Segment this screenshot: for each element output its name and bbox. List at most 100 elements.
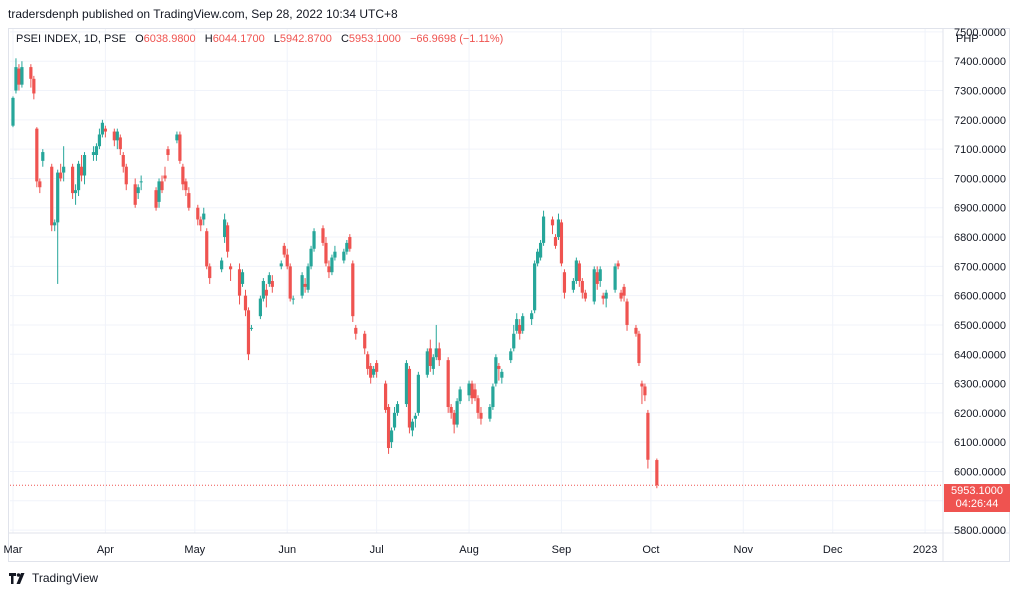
candle[interactable] <box>38 178 42 194</box>
candle[interactable] <box>616 260 620 270</box>
candle[interactable] <box>53 219 57 232</box>
candle[interactable] <box>595 266 599 290</box>
candle[interactable] <box>226 222 230 258</box>
candle[interactable] <box>29 64 33 88</box>
candle[interactable] <box>383 380 388 413</box>
candle[interactable] <box>330 254 334 276</box>
candle[interactable] <box>50 163 54 232</box>
candle[interactable] <box>327 260 331 279</box>
candle[interactable] <box>228 263 233 281</box>
candle[interactable] <box>73 184 78 205</box>
candle[interactable] <box>100 119 105 138</box>
candle[interactable] <box>351 260 355 323</box>
candle[interactable] <box>369 363 373 384</box>
candle[interactable] <box>237 263 242 305</box>
candle[interactable] <box>580 278 584 299</box>
candle[interactable] <box>530 310 534 325</box>
candle[interactable] <box>62 146 66 182</box>
candle[interactable] <box>324 237 328 267</box>
candle[interactable] <box>574 257 578 284</box>
candle[interactable] <box>348 234 352 252</box>
candle[interactable] <box>285 248 289 270</box>
candle[interactable] <box>112 128 116 147</box>
candle[interactable] <box>452 409 456 434</box>
candle[interactable] <box>476 395 480 419</box>
candle[interactable] <box>124 163 128 191</box>
candle[interactable] <box>178 131 182 164</box>
candle[interactable] <box>413 412 417 428</box>
candle[interactable] <box>592 266 596 305</box>
candle[interactable] <box>536 248 540 267</box>
candle[interactable] <box>613 263 617 293</box>
candle[interactable] <box>404 360 409 407</box>
candle[interactable] <box>312 228 316 252</box>
candle[interactable] <box>32 75 36 100</box>
candle[interactable] <box>166 146 170 161</box>
candle[interactable] <box>82 152 87 185</box>
candle[interactable] <box>243 289 248 317</box>
candle[interactable] <box>518 319 522 340</box>
candle[interactable] <box>577 260 581 287</box>
candle[interactable] <box>56 169 60 284</box>
candle[interactable] <box>118 134 122 155</box>
candle[interactable] <box>470 380 474 405</box>
candle[interactable] <box>175 131 179 144</box>
candle[interactable] <box>372 365 376 378</box>
candle[interactable] <box>17 64 21 91</box>
candle[interactable] <box>121 152 125 173</box>
candle[interactable] <box>366 351 370 375</box>
candle[interactable] <box>655 458 659 489</box>
candle[interactable] <box>521 313 525 334</box>
candle[interactable] <box>76 160 81 197</box>
candle[interactable] <box>604 289 608 308</box>
candle[interactable] <box>473 383 477 402</box>
candle[interactable] <box>94 143 99 161</box>
candle[interactable] <box>428 339 432 372</box>
candle[interactable] <box>622 283 626 302</box>
candle[interactable] <box>20 61 24 88</box>
candle[interactable] <box>619 289 623 302</box>
candle[interactable] <box>41 149 45 167</box>
candle[interactable] <box>601 292 605 305</box>
candle[interactable] <box>333 245 337 261</box>
candle[interactable] <box>425 348 429 378</box>
candle[interactable] <box>598 266 602 287</box>
candle[interactable] <box>342 248 346 264</box>
candle[interactable] <box>512 324 516 352</box>
candle[interactable] <box>437 342 441 366</box>
candle[interactable] <box>497 363 501 381</box>
candle[interactable] <box>538 239 543 261</box>
candle[interactable] <box>634 324 638 337</box>
candle[interactable] <box>157 178 161 208</box>
candle[interactable] <box>533 260 537 314</box>
candle[interactable] <box>220 257 224 273</box>
candle[interactable] <box>97 128 102 150</box>
candle[interactable] <box>267 272 271 287</box>
symbol-legend[interactable]: PSEI INDEX, 1D, PSE O6038.9800 H6044.170… <box>16 33 503 45</box>
candle[interactable] <box>136 184 140 199</box>
candle[interactable] <box>11 96 15 128</box>
candle[interactable] <box>479 407 483 425</box>
candle[interactable] <box>208 263 212 284</box>
candle[interactable] <box>646 409 650 469</box>
candle[interactable] <box>184 178 188 197</box>
candle[interactable] <box>261 278 265 302</box>
candle[interactable] <box>103 125 107 138</box>
candle[interactable] <box>410 418 415 437</box>
candle[interactable] <box>500 368 504 384</box>
tradingview-brand[interactable]: TradingView <box>9 571 98 585</box>
candle[interactable] <box>455 398 459 428</box>
candle[interactable] <box>416 371 420 416</box>
candle[interactable] <box>446 357 450 413</box>
candle[interactable] <box>202 207 206 226</box>
candle[interactable] <box>303 278 307 293</box>
candle[interactable] <box>515 313 519 334</box>
candle[interactable] <box>345 239 349 255</box>
candle[interactable] <box>249 324 254 331</box>
candle[interactable] <box>35 127 39 188</box>
candle[interactable] <box>458 386 462 405</box>
candle[interactable] <box>449 404 453 419</box>
candle[interactable] <box>431 354 435 375</box>
candle[interactable] <box>282 242 286 258</box>
candle[interactable] <box>264 283 268 308</box>
